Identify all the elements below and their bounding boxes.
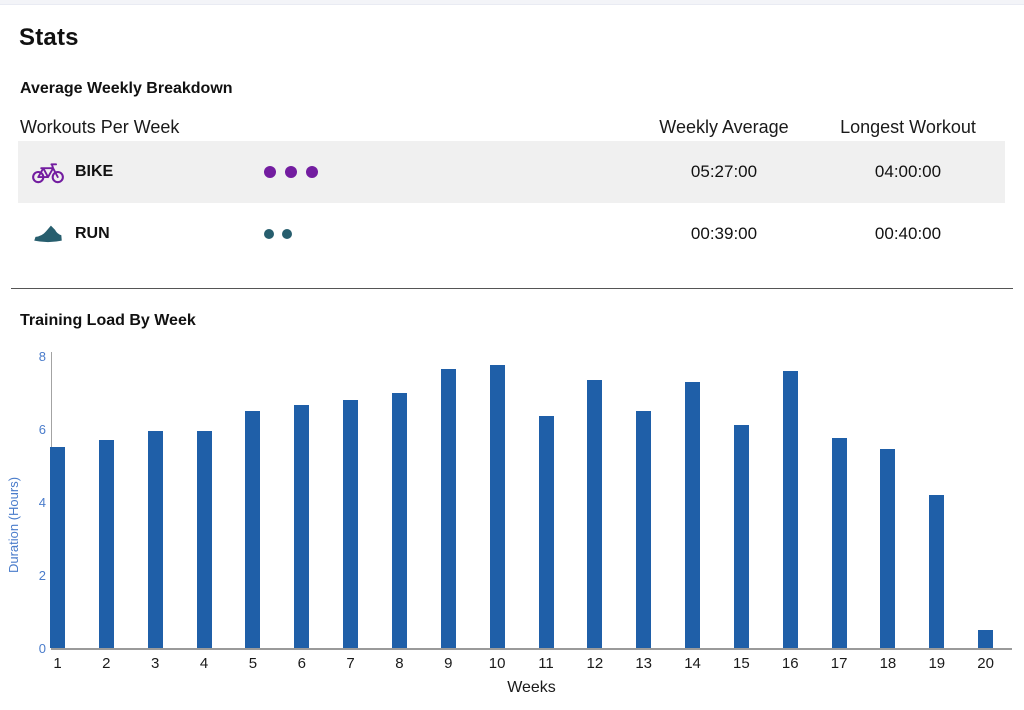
bar-week-1 xyxy=(50,447,65,648)
bar-week-8 xyxy=(391,392,407,648)
x-tick-label: 10 xyxy=(488,655,506,672)
run-longest-workout-value: 00:40:00 xyxy=(874,224,942,243)
breakdown-section-heading: Average Weekly Breakdown xyxy=(20,80,233,97)
bar-week-16 xyxy=(782,370,798,648)
x-tick-label: 14 xyxy=(684,655,701,672)
sport-label-run: RUN xyxy=(75,225,110,242)
x-axis-title: Weeks xyxy=(507,679,556,696)
run-workout-dots xyxy=(264,229,292,239)
workout-dot xyxy=(306,166,318,178)
y-tick-label: 2 xyxy=(38,568,46,583)
bike-longest-workout-value: 04:00:00 xyxy=(874,162,942,181)
x-tick-label: 1 xyxy=(53,655,62,672)
breakdown-table-header: Workouts Per Week Weekly Average Longest… xyxy=(0,117,1024,139)
bar-week-11 xyxy=(538,416,554,648)
table-row-run: RUN 00:39:00 00:40:00 xyxy=(18,203,1005,265)
column-header-longest-workout: Longest Workout xyxy=(840,117,976,137)
bike-workout-dots xyxy=(264,166,318,178)
x-tick-label: 5 xyxy=(248,655,258,672)
workout-dot xyxy=(285,166,297,178)
x-tick-label: 4 xyxy=(199,655,209,672)
workout-dot xyxy=(282,229,292,239)
bar-week-10 xyxy=(489,365,505,648)
bike-weekly-average-value: 05:27:00 xyxy=(690,162,758,181)
x-tick-label: 8 xyxy=(395,655,404,672)
x-tick-label: 6 xyxy=(297,655,306,672)
bar-week-15 xyxy=(733,425,749,648)
table-row-bike: BIKE 05:27:00 04:00:00 xyxy=(18,141,1005,203)
bar-week-14 xyxy=(685,381,701,648)
x-tick-label: 13 xyxy=(635,655,653,672)
y-tick-label: 4 xyxy=(38,495,46,510)
bar-week-7 xyxy=(343,399,359,648)
bar-week-17 xyxy=(831,438,847,648)
page-title: Stats xyxy=(19,24,79,52)
bar-week-3 xyxy=(147,430,163,648)
x-tick-label: 11 xyxy=(538,655,554,672)
bar-week-13 xyxy=(636,410,652,648)
bar-week-4 xyxy=(196,430,212,648)
workout-dot xyxy=(264,166,276,178)
x-tick-label: 20 xyxy=(977,655,994,672)
x-tick-label: 2 xyxy=(102,655,111,672)
sport-label-bike: BIKE xyxy=(75,163,114,180)
run-shoe-icon xyxy=(30,219,66,249)
y-tick-label: 6 xyxy=(38,422,46,437)
bike-icon xyxy=(30,157,66,187)
section-divider xyxy=(11,288,1013,289)
x-tick-label: 9 xyxy=(444,655,453,672)
bar-week-5 xyxy=(245,410,261,648)
run-weekly-average-value: 00:39:00 xyxy=(690,224,758,243)
x-tick-label: 17 xyxy=(830,655,848,672)
x-axis-line xyxy=(51,648,1012,650)
bar-week-9 xyxy=(440,368,456,648)
x-tick-label: 3 xyxy=(151,655,160,672)
y-tick-label: 8 xyxy=(38,349,46,364)
bar-week-6 xyxy=(294,405,310,648)
x-tick-label: 15 xyxy=(733,655,750,672)
x-tick-label: 12 xyxy=(586,655,604,672)
top-border-strip xyxy=(0,0,1024,5)
bar-week-20 xyxy=(978,629,994,648)
column-header-weekly-average: Weekly Average xyxy=(659,117,789,137)
bar-week-2 xyxy=(98,439,114,648)
x-tick-label: 18 xyxy=(879,655,897,672)
x-tick-label: 7 xyxy=(346,655,355,672)
bar-week-18 xyxy=(880,449,896,648)
x-tick-label: 19 xyxy=(928,655,946,672)
x-tick-label: 16 xyxy=(781,655,799,672)
bar-week-12 xyxy=(587,379,603,648)
bar-week-19 xyxy=(929,494,945,648)
training-load-section-heading: Training Load By Week xyxy=(20,312,196,329)
workout-dot xyxy=(264,229,274,239)
column-header-workouts-per-week: Workouts Per Week xyxy=(20,117,180,137)
y-tick-label: 0 xyxy=(38,641,46,656)
